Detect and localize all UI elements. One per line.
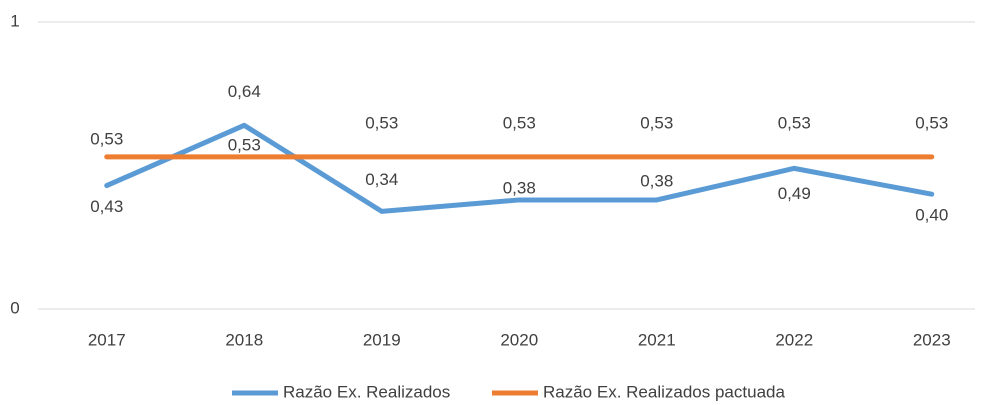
y-tick-label: 1 — [10, 11, 19, 30]
legend-label: Razão Ex. Realizados — [283, 382, 450, 401]
data-label: 0,38 — [640, 171, 673, 190]
data-label: 0,43 — [90, 197, 123, 216]
data-label: 0,40 — [915, 206, 948, 225]
x-tick-label: 2017 — [88, 330, 126, 349]
x-tick-label: 2019 — [363, 330, 401, 349]
x-tick-label: 2022 — [775, 330, 813, 349]
data-label: 0,53 — [90, 129, 123, 148]
data-label: 0,64 — [228, 82, 261, 101]
legend-label: Razão Ex. Realizados pactuada — [543, 382, 785, 401]
data-label: 0,34 — [365, 170, 398, 189]
line-series — [104, 122, 935, 214]
data-label: 0,53 — [503, 113, 536, 132]
data-label: 0,53 — [915, 113, 948, 132]
x-tick-label: 2023 — [913, 330, 951, 349]
data-label: 0,53 — [365, 113, 398, 132]
x-tick-label: 2018 — [225, 330, 263, 349]
data-label: 0,49 — [778, 184, 811, 203]
data-label: 0,53 — [228, 135, 261, 154]
data-label: 0,53 — [640, 113, 673, 132]
x-tick-label: 2021 — [638, 330, 676, 349]
x-tick-label: 2020 — [500, 330, 538, 349]
data-label: 0,38 — [503, 178, 536, 197]
y-tick-label: 0 — [10, 298, 19, 317]
data-label: 0,53 — [778, 113, 811, 132]
